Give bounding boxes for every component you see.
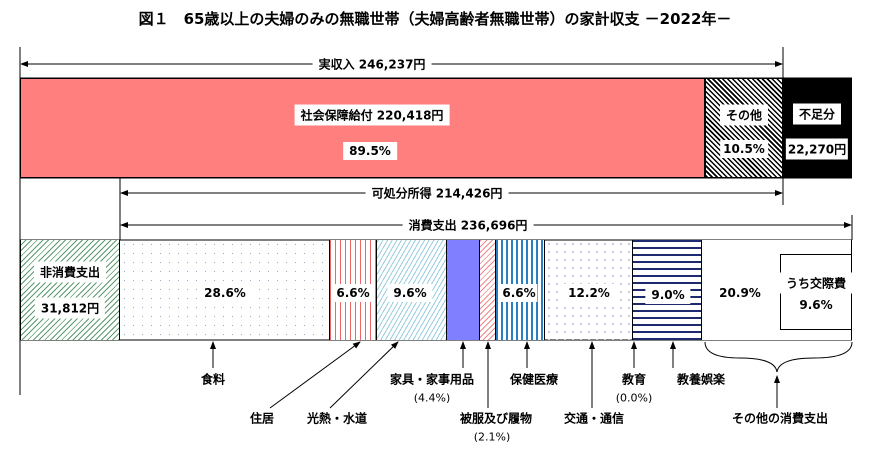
transport-label: 交通・通信 [563,411,625,426]
non-consumption-label: 非消費支出 [33,261,107,283]
social-security-label: 社会保障給付 220,418円 [294,104,450,126]
food-label: 食料 [200,372,226,387]
housing-pct: 6.6% [334,284,372,302]
brace [704,341,853,373]
social-expenses-label: うち交際費 [779,272,853,294]
food-pct: 28.6% [198,284,252,302]
other-consumption-label: その他の消費支出 [731,411,829,426]
medical-label: 保健医療 [509,372,559,387]
furniture-label: 家具・家事用品 [389,372,475,387]
furniture-pct: (4.4%) [413,391,451,405]
diagram-title: 図１ 65歳以上の夫婦のみの無職世帯（夫婦高齢者無職世帯）の家計収支 －2022… [138,10,732,28]
non-consumption-segment [20,240,120,340]
shortfall-amount: 22,270円 [785,138,849,160]
utilities-label: 光熱・水道 [306,411,368,426]
other-income-label: その他 [719,104,769,126]
income-total-label: 実収入 246,237円 [312,53,432,75]
segment-clothing [480,240,496,340]
education-pct: (0.0%) [615,391,653,405]
segment-furniture [447,240,480,340]
shortfall-segment [783,78,852,178]
other-income-segment [705,78,783,178]
clothing-pct: (2.1%) [473,430,511,444]
clothing-label: 被服及び履物 [459,411,533,426]
social-security-pct: 89.5% [343,142,397,160]
non-consumption-amount: 31,812円 [34,297,106,319]
other-consumption-pct: 20.9% [713,284,767,302]
recreation-pct: 9.0% [645,286,691,304]
disposable-income-label: 可処分所得 214,426円 [365,182,509,204]
utilities-pct: 9.6% [387,284,433,302]
medical-pct: 6.6% [500,284,538,302]
other-income-pct: 10.5% [720,140,768,158]
education-label: 教育 [621,372,647,387]
consumption-label: 消費支出 236,696円 [402,214,534,236]
recreation-label: 教養娯楽 [676,372,726,387]
shortfall-label: 不足分 [792,103,842,125]
social-security-segment [20,78,705,178]
housing-label: 住居 [249,411,275,426]
social-expenses-pct: 9.6% [793,296,839,314]
transport-pct: 12.2% [562,284,616,302]
